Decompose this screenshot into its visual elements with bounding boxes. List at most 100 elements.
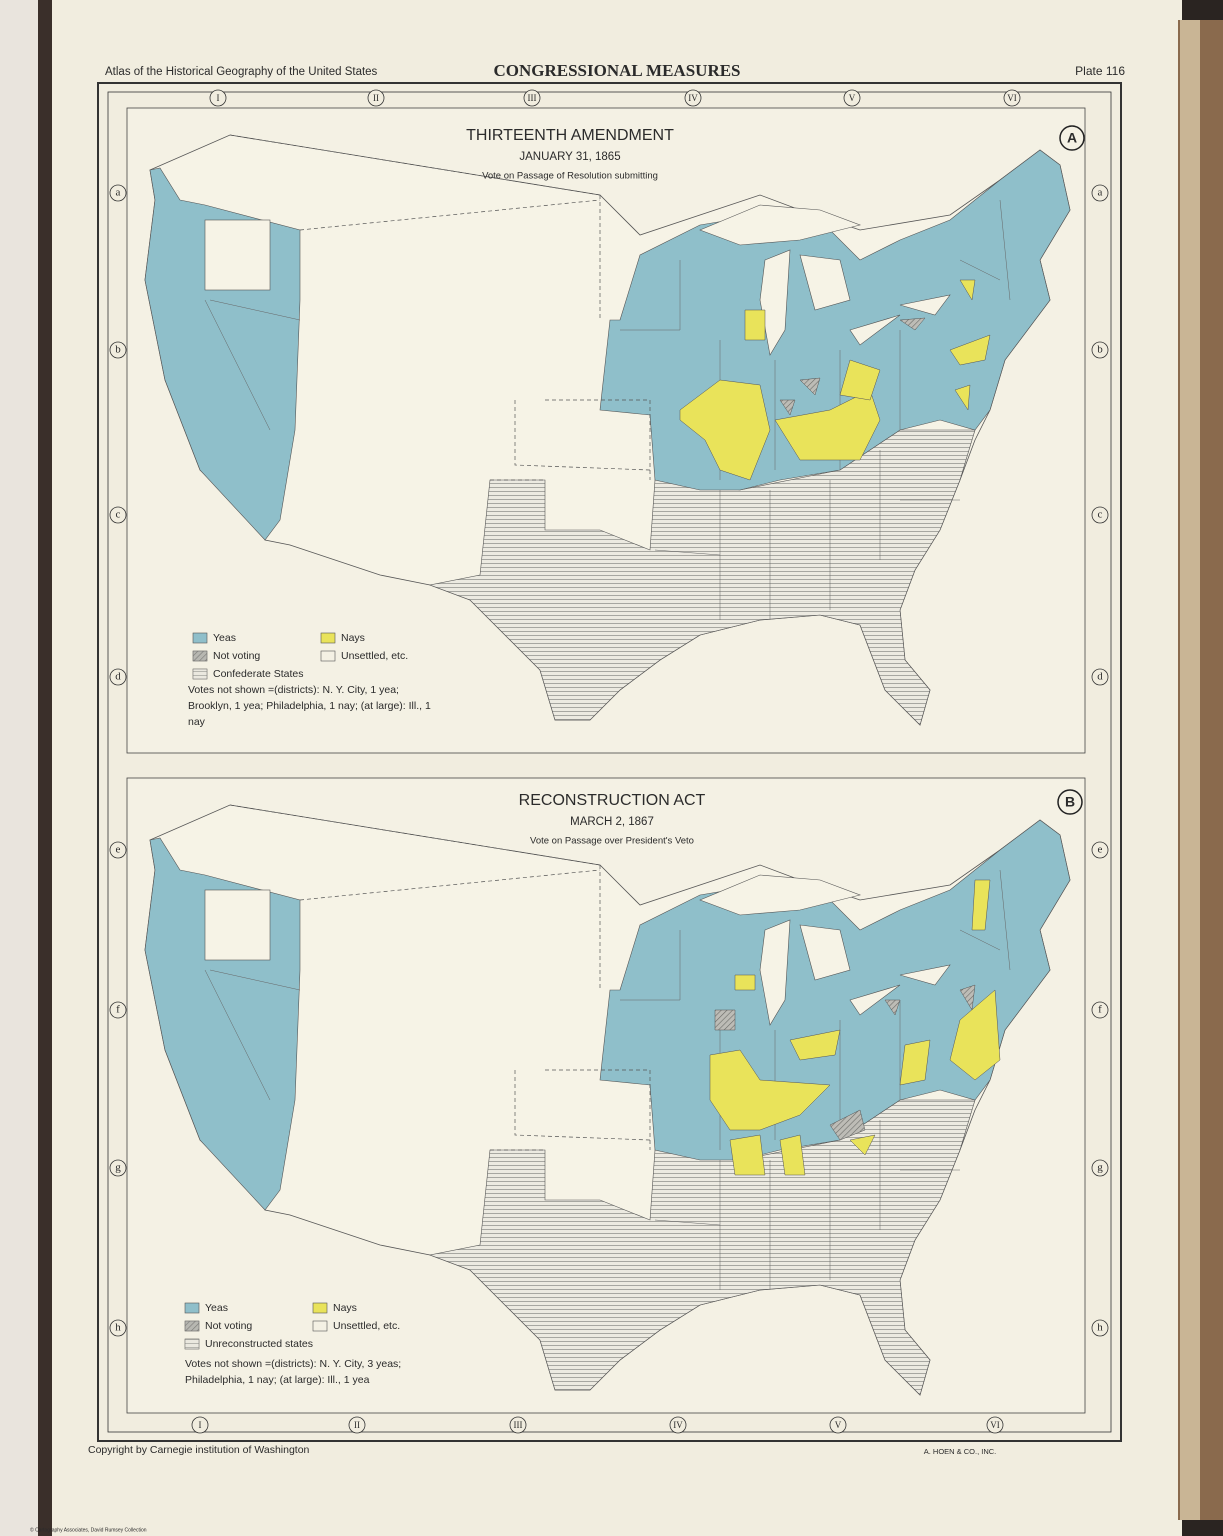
grid-marker — [1091, 1319, 1109, 1337]
grid-marker — [109, 1319, 127, 1337]
grid-row-label: g — [1097, 1162, 1103, 1174]
legend-label: Not voting — [205, 1320, 252, 1332]
grid-row-label: h — [1097, 1322, 1103, 1334]
legend-swatch-tint — [185, 1339, 199, 1349]
map-b-not-voting — [714, 984, 976, 1141]
grid-row-label: d — [115, 671, 121, 683]
grid-row-label: b — [115, 344, 121, 356]
grid-marker — [1091, 1001, 1109, 1019]
map-letter: A — [1067, 130, 1077, 146]
map-subtitle: Vote on Passage over President's Veto — [530, 836, 694, 847]
grid-marker — [523, 89, 541, 107]
grid-marker — [669, 1416, 687, 1434]
grid-row-label: b — [1097, 344, 1103, 356]
map-date: JANUARY 31, 1865 — [519, 151, 620, 163]
printer: A. HOEN & CO., INC. — [924, 1447, 997, 1456]
grid-row-label: e — [1098, 844, 1103, 856]
atlas-title: Atlas of the Historical Geography of the… — [105, 66, 378, 78]
grid-marker — [109, 184, 127, 202]
legend-swatch-tint — [185, 1321, 199, 1331]
grid-column-label: IV — [673, 1420, 683, 1430]
grid-row-label: c — [1098, 509, 1103, 521]
grid-row-label: f — [116, 1004, 120, 1016]
grid-marker — [986, 1416, 1004, 1434]
grid-row-label: g — [115, 1162, 121, 1174]
legend-label: Not voting — [213, 650, 260, 662]
grid-marker — [109, 341, 127, 359]
legend-swatch — [312, 1302, 328, 1314]
grid-marker — [1091, 668, 1109, 686]
grid-column-label: III — [514, 1420, 523, 1430]
grid-column-label: I — [199, 1420, 202, 1430]
legend-swatch — [184, 1302, 200, 1314]
grid-row-label: f — [1098, 1004, 1102, 1016]
grid-row-label: e — [116, 844, 121, 856]
legend-label: Unsettled, etc. — [333, 1320, 400, 1332]
map-letter: B — [1065, 794, 1075, 810]
grid-column-label: III — [528, 93, 537, 103]
legend-swatch — [192, 650, 208, 662]
grid-marker — [1091, 341, 1109, 359]
grid-column-label: VI — [990, 1420, 1000, 1430]
map-date: MARCH 2, 1867 — [570, 816, 654, 828]
legend-swatch — [184, 1338, 200, 1350]
map-a-nays — [679, 279, 991, 481]
legend-swatch — [320, 650, 336, 662]
grid-marker — [109, 1001, 127, 1019]
legend-swatch — [312, 1320, 328, 1332]
outer-frame — [97, 82, 1122, 1442]
legend-swatch — [192, 632, 208, 644]
grid-marker — [1003, 89, 1021, 107]
legend-label: Yeas — [213, 632, 236, 644]
grid-marker — [109, 1159, 127, 1177]
grid-marker — [109, 506, 127, 524]
votes-note: Votes not shown =(districts): N. Y. City… — [185, 1358, 402, 1386]
plate-number: Plate 116 — [1075, 64, 1125, 78]
grid-marker — [684, 89, 702, 107]
grid-column-label: I — [217, 93, 220, 103]
legend-label: Nays — [333, 1302, 357, 1314]
grid-column-label: II — [354, 1420, 360, 1430]
grid-column-label: IV — [688, 93, 698, 103]
grid-column-label: V — [849, 93, 856, 103]
grid-row-label: d — [1097, 671, 1103, 683]
page-title: CONGRESSIONAL MEASURES — [493, 61, 740, 80]
credit: © Cartography Associates, David Rumsey C… — [30, 1526, 147, 1533]
grid-marker — [367, 89, 385, 107]
grid-marker — [509, 1416, 527, 1434]
grid-marker — [191, 1416, 209, 1434]
grid-marker — [1091, 184, 1109, 202]
grid-column-label: V — [835, 1420, 842, 1430]
grid-row-label: a — [116, 187, 121, 199]
grid-marker — [843, 89, 861, 107]
map-b-nays — [709, 879, 1001, 1176]
map-a-not-voting — [779, 317, 926, 416]
map-title: THIRTEENTH AMENDMENT — [466, 127, 674, 144]
grid-column-label: II — [373, 93, 379, 103]
legend-label: Unsettled, etc. — [341, 650, 408, 662]
legend-label: Yeas — [205, 1302, 228, 1314]
grid-column-label: VI — [1007, 93, 1017, 103]
grid-row-label: c — [116, 509, 121, 521]
grid-row-label: a — [1098, 187, 1103, 199]
legend-swatch-tint — [193, 651, 207, 661]
legend-label: Unreconstructed states — [205, 1338, 313, 1350]
map-subtitle: Vote on Passage of Resolution submitting — [482, 171, 658, 182]
grid-marker — [348, 1416, 366, 1434]
legend-swatch-tint — [193, 669, 207, 679]
legend-swatch — [184, 1320, 200, 1332]
grid-marker — [1091, 506, 1109, 524]
legend-swatch — [320, 632, 336, 644]
grid-marker — [209, 89, 227, 107]
grid-marker — [1091, 1159, 1109, 1177]
grid-marker — [829, 1416, 847, 1434]
legend-label: Confederate States — [213, 668, 303, 680]
legend-swatch — [192, 668, 208, 680]
copyright: Copyright by Carnegie institution of Was… — [88, 1444, 310, 1456]
grid-marker — [109, 668, 127, 686]
grid-row-label: h — [115, 1322, 121, 1334]
grid-marker — [109, 841, 127, 859]
map-title: RECONSTRUCTION ACT — [519, 792, 706, 809]
grid-marker — [1091, 841, 1109, 859]
